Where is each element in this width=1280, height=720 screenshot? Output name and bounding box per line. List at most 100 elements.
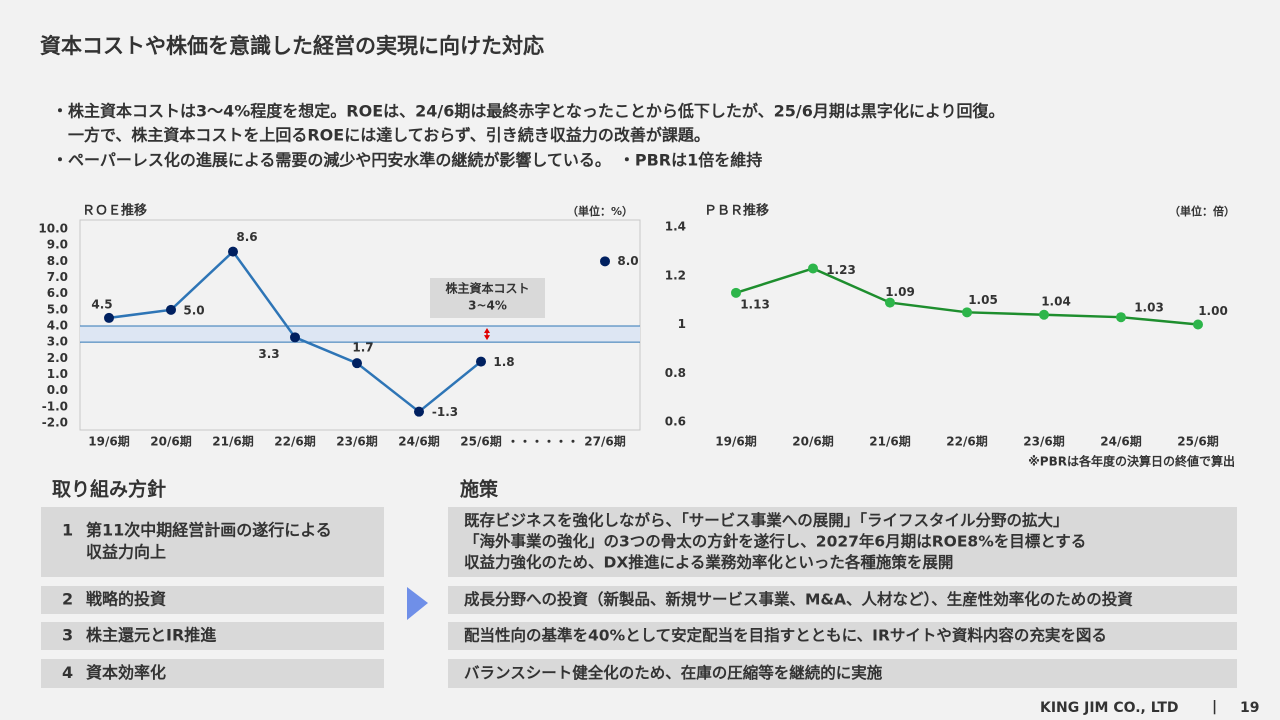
policy-box xyxy=(41,507,384,577)
bullet: 一方で、株主資本コストを上回るROEには達しておらず、引き続き収益力の改善が課題… xyxy=(68,126,710,145)
x-tick-label: 22/6期 xyxy=(274,434,315,449)
y-tick-label: 7.0 xyxy=(47,270,68,284)
measure-text: 配当性向の基準を40%として安定配当を目指すとともに、IRサイトや資料内容の充実… xyxy=(464,626,1107,645)
policy-text: 株主還元とIR推進 xyxy=(86,626,216,645)
section-heading: 施策 xyxy=(460,478,499,501)
data-label: 1.00 xyxy=(1198,304,1228,318)
marker xyxy=(962,307,972,318)
x-tick-label: 25/6期 xyxy=(460,434,501,449)
measure-text: 収益力強化のため、DX推進による業務効率化といった各種施策を展開 xyxy=(464,553,953,572)
unit-label: （単位：倍） xyxy=(1169,204,1235,218)
marker xyxy=(166,304,176,315)
x-tick-label: 20/6期 xyxy=(150,434,191,449)
data-label: 8.0 xyxy=(617,254,638,268)
x-tick-label: 27/6期 xyxy=(584,434,625,449)
marker xyxy=(731,287,741,298)
annotation: 株主資本コスト xyxy=(445,281,529,296)
y-tick-label: 0.8 xyxy=(665,366,686,380)
band xyxy=(80,326,640,343)
slide-title: 資本コストや株価を意識した経営の実現に向けた対応 xyxy=(40,34,544,58)
policy-text: 第11次中期経営計画の遂行による xyxy=(86,521,332,540)
footer-separator: | xyxy=(1212,699,1217,715)
policy-text: 資本効率化 xyxy=(86,663,166,682)
marker xyxy=(1116,312,1126,323)
measure-box xyxy=(448,622,1237,650)
measure-text: 成長分野への投資（新製品、新規サービス事業、M&A、人材など）、生産性効率化のた… xyxy=(464,590,1133,609)
policy-box xyxy=(41,622,384,650)
section-heading: 取り組み方針 xyxy=(52,478,166,501)
data-label: 1.23 xyxy=(826,263,856,277)
policy-number: 1 xyxy=(62,521,73,540)
data-label: 1.09 xyxy=(885,285,915,299)
annotation-box xyxy=(430,278,545,318)
footer-company: KING JIM CO., LTD xyxy=(1040,700,1179,716)
y-tick-label: 9.0 xyxy=(47,238,68,252)
marker xyxy=(104,312,114,323)
chart-title: ＲＯＥ推移 xyxy=(82,203,147,219)
x-tick-label: 19/6期 xyxy=(88,434,129,449)
arrow xyxy=(407,587,428,620)
measure-box xyxy=(448,507,1237,577)
policy-text: 戦略的投資 xyxy=(86,590,166,609)
y-tick-label: 10.0 xyxy=(38,222,68,236)
marker xyxy=(290,332,300,343)
data-label: 8.6 xyxy=(236,230,257,244)
policy-text: 収益力向上 xyxy=(86,543,166,562)
measure-text: バランスシート健全化のため、在庫の圧縮等を継続的に実施 xyxy=(464,663,883,682)
marker xyxy=(885,297,895,308)
marker xyxy=(476,356,486,367)
y-tick-label: 3.0 xyxy=(47,335,68,349)
x-tick-label: 21/6期 xyxy=(869,434,910,449)
unit-label: （単位：%） xyxy=(567,204,633,218)
measure-text: 「海外事業の強化」の3つの骨太の方針を遂行し、2027年6月期はROE8%を目標… xyxy=(464,532,1086,551)
x-tick-label: 20/6期 xyxy=(792,434,833,449)
y-tick-label: 8.0 xyxy=(47,254,68,268)
x-tick-label: 25/6期 xyxy=(1177,434,1218,449)
data-label: 1.13 xyxy=(740,297,770,311)
bullet: ・株主資本コストは3～4%程度を想定。ROEは、24/6期は最終赤字となったこと… xyxy=(52,102,1005,121)
measure-text: 既存ビジネスを強化しながら、「サービス事業への展開」「ライフスタイル分野の拡大」 xyxy=(464,511,1069,530)
x-tick-label: 19/6期 xyxy=(715,434,756,449)
data-label: 4.5 xyxy=(91,297,112,311)
data-label: 1.7 xyxy=(352,341,373,355)
y-tick-label: -1.0 xyxy=(42,399,68,413)
data-label: 1.8 xyxy=(493,355,514,369)
y-tick-label: -2.0 xyxy=(42,416,68,430)
y-tick-label: 4.0 xyxy=(47,319,68,333)
x-tick-label: 22/6期 xyxy=(946,434,987,449)
policy-number: 2 xyxy=(62,590,73,609)
arrow-head xyxy=(484,335,490,341)
footer-page: 19 xyxy=(1240,700,1259,716)
y-tick-label: 2.0 xyxy=(47,351,68,365)
x-tick-label: 24/6期 xyxy=(398,434,439,449)
y-tick-label: 1 xyxy=(678,317,686,331)
chart-note: ※PBRは各年度の決算日の終値で算出 xyxy=(1028,454,1235,469)
y-tick-label: 5.0 xyxy=(47,302,68,316)
bullet: ・ペーパーレス化の進展による需要の減少や円安水準の継続が影響している。 ・PBR… xyxy=(52,151,762,170)
marker xyxy=(414,406,424,417)
data-label: 3.3 xyxy=(258,347,279,361)
data-label: 1.03 xyxy=(1134,301,1164,315)
marker xyxy=(352,358,362,369)
plot-border xyxy=(79,219,641,431)
y-tick-label: 1.4 xyxy=(665,220,686,234)
marker xyxy=(1193,319,1203,330)
y-tick-label: 0.6 xyxy=(665,415,686,429)
marker xyxy=(808,263,818,274)
x-tick-label: 23/6期 xyxy=(1023,434,1064,449)
marker xyxy=(600,256,610,267)
y-tick-label: 1.0 xyxy=(47,367,68,381)
x-tick-label: 23/6期 xyxy=(336,434,377,449)
x-tick-label: 24/6期 xyxy=(1100,434,1141,449)
x-tick-label: ・・・・・・ xyxy=(507,435,579,449)
policy-box xyxy=(41,586,384,614)
x-tick-label: 21/6期 xyxy=(212,434,253,449)
measure-box xyxy=(448,586,1237,614)
data-label: 1.04 xyxy=(1041,294,1071,308)
data-label: 1.05 xyxy=(968,293,998,307)
y-tick-label: 1.2 xyxy=(665,268,686,282)
annotation: 3~4% xyxy=(468,299,507,313)
policy-box xyxy=(41,659,384,688)
marker xyxy=(228,246,238,257)
